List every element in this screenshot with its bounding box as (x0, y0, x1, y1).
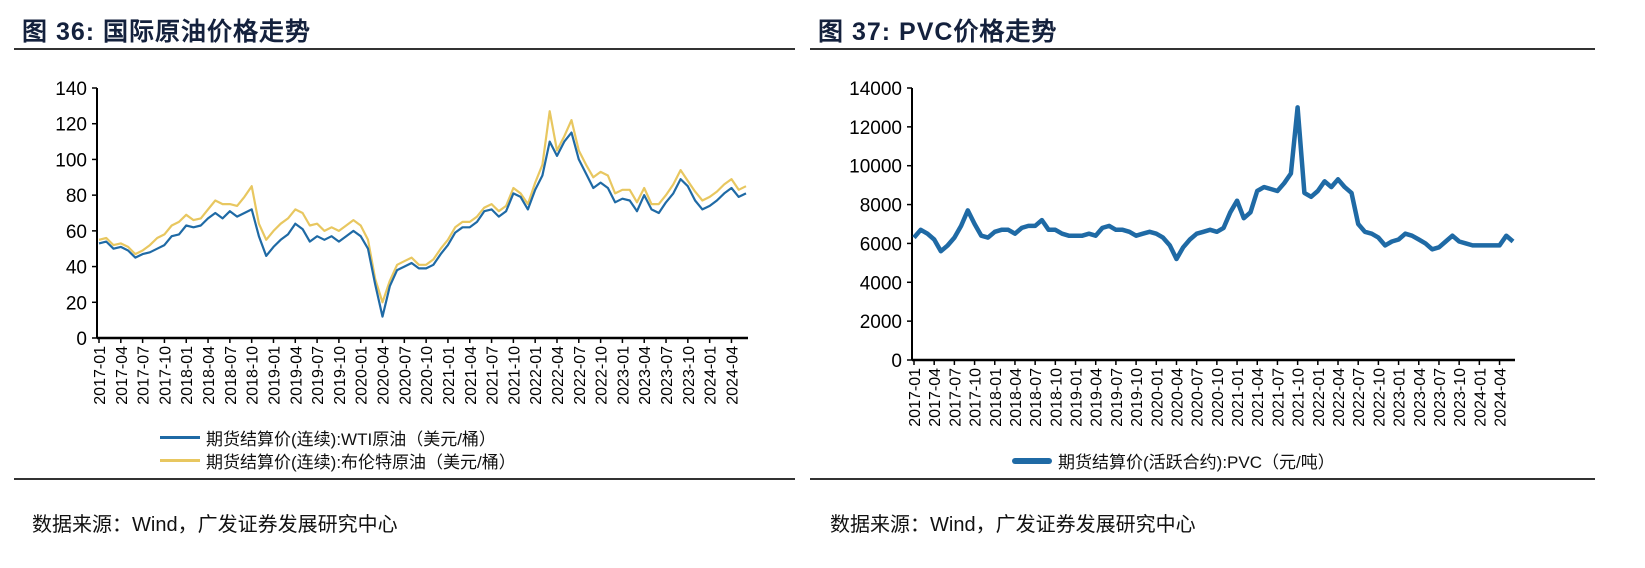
right-chart-title: 图 37: PVC价格走势 (818, 18, 1058, 46)
legend-item-wti: 期货结算价(连续):WTI原油（美元/桶） (160, 425, 496, 450)
x-tick-label: 2017-07 (136, 346, 153, 405)
x-tick-label: 2019-10 (1129, 368, 1146, 427)
legend-item-pvc: 期货结算价(活跃合约):PVC（元/吨） (1012, 448, 1335, 473)
x-tick-label: 2023-01 (1392, 368, 1409, 427)
y-tick-label: 12000 (849, 118, 902, 139)
left-title-divider (14, 48, 795, 50)
x-tick-label: 2018-01 (179, 346, 196, 405)
y-tick-label: 120 (55, 115, 87, 136)
x-tick-label: 2019-07 (1109, 368, 1126, 427)
x-tick-label: 2023-10 (681, 346, 698, 405)
x-tick-label: 2020-10 (1210, 368, 1227, 427)
x-tick-label: 2018-07 (223, 346, 240, 405)
x-tick-label: 2024-04 (1493, 368, 1510, 427)
x-tick-label: 2020-07 (397, 346, 414, 405)
x-tick-label: 2023-04 (637, 346, 654, 405)
x-tick-label: 2023-04 (1412, 368, 1429, 427)
x-tick-label: 2018-07 (1028, 368, 1045, 427)
y-tick-label: 14000 (849, 79, 902, 100)
y-tick-label: 2000 (860, 312, 902, 333)
x-tick-label: 2021-04 (1250, 368, 1267, 427)
y-tick-label: 8000 (860, 196, 902, 217)
x-tick-label: 2020-01 (354, 346, 371, 405)
x-tick-label: 2021-01 (441, 346, 458, 405)
x-tick-label: 2019-10 (332, 346, 349, 405)
y-tick-label: 140 (55, 79, 87, 100)
legend-label-wti: 期货结算价(连续):WTI原油（美元/桶） (206, 430, 496, 449)
x-tick-label: 2020-10 (419, 346, 436, 405)
x-tick-label: 2022-07 (572, 346, 589, 405)
left-footer-divider (14, 478, 795, 480)
x-tick-label: 2019-04 (288, 346, 305, 405)
x-tick-label: 2021-04 (463, 346, 480, 405)
x-tick-label: 2017-01 (907, 368, 924, 427)
x-tick-label: 2017-10 (968, 368, 985, 427)
x-tick-label: 2020-04 (1169, 368, 1186, 427)
x-tick-label: 2022-07 (1351, 368, 1368, 427)
x-tick-label: 2024-04 (724, 346, 741, 405)
x-tick-label: 2019-01 (266, 346, 283, 405)
x-tick-label: 2022-04 (1331, 368, 1348, 427)
x-tick-label: 2018-04 (1008, 368, 1025, 427)
x-tick-label: 2022-10 (594, 346, 611, 405)
right-source-note: 数据来源：Wind，广发证券发展研究中心 (830, 514, 1196, 536)
x-tick-label: 2021-01 (1230, 368, 1247, 427)
x-tick-label: 2019-04 (1089, 368, 1106, 427)
y-tick-label: 40 (66, 258, 87, 279)
legend-swatch-brent (160, 459, 200, 462)
y-tick-label: 6000 (860, 234, 902, 255)
legend-item-brent: 期货结算价(连续):布伦特原油（美元/桶） (160, 448, 516, 473)
y-tick-label: 0 (76, 329, 87, 350)
x-tick-label: 2022-01 (528, 346, 545, 405)
x-tick-label: 2018-01 (988, 368, 1005, 427)
y-tick-label: 0 (891, 351, 902, 372)
y-tick-label: 10000 (849, 157, 902, 178)
x-tick-label: 2020-01 (1149, 368, 1166, 427)
x-tick-label: 2024-01 (1472, 368, 1489, 427)
x-tick-label: 2021-10 (506, 346, 523, 405)
series-line-0 (912, 105, 1515, 262)
right-title-divider (810, 48, 1595, 50)
x-tick-label: 2021-10 (1291, 368, 1308, 427)
x-tick-label: 2020-07 (1190, 368, 1207, 427)
x-tick-label: 2022-04 (550, 346, 567, 405)
x-tick-label: 2023-10 (1452, 368, 1469, 427)
y-tick-label: 60 (66, 222, 87, 243)
x-tick-label: 2017-01 (92, 346, 109, 405)
x-tick-label: 2018-04 (201, 346, 218, 405)
x-tick-label: 2019-07 (310, 346, 327, 405)
x-tick-label: 2023-01 (615, 346, 632, 405)
x-tick-label: 2017-07 (947, 368, 964, 427)
x-tick-label: 2018-10 (1048, 368, 1065, 427)
right-footer-divider (810, 478, 1595, 480)
x-tick-label: 2022-01 (1311, 368, 1328, 427)
legend-swatch-wti (160, 436, 200, 439)
y-tick-label: 20 (66, 293, 87, 314)
x-tick-label: 2023-07 (1432, 368, 1449, 427)
y-tick-label: 80 (66, 186, 87, 207)
x-tick-label: 2017-04 (927, 368, 944, 427)
legend-swatch-pvc (1012, 457, 1052, 464)
x-tick-label: 2021-07 (485, 346, 502, 405)
y-tick-label: 4000 (860, 273, 902, 294)
x-tick-label: 2017-04 (114, 346, 131, 405)
series-line-0 (98, 131, 747, 318)
x-tick-label: 2019-01 (1069, 368, 1086, 427)
x-tick-label: 2024-01 (703, 346, 720, 405)
left-chart-title: 图 36: 国际原油价格走势 (22, 18, 312, 46)
y-tick-label: 100 (55, 150, 87, 171)
x-tick-label: 2022-10 (1371, 368, 1388, 427)
legend-label-brent: 期货结算价(连续):布伦特原油（美元/桶） (206, 453, 516, 472)
series-line-1 (98, 110, 747, 304)
x-tick-label: 2023-07 (659, 346, 676, 405)
left-source-note: 数据来源：Wind，广发证券发展研究中心 (32, 514, 398, 536)
legend-label-pvc: 期货结算价(活跃合约):PVC（元/吨） (1058, 453, 1335, 472)
x-tick-label: 2018-10 (245, 346, 262, 405)
x-tick-label: 2021-07 (1270, 368, 1287, 427)
x-tick-label: 2017-10 (157, 346, 174, 405)
x-tick-label: 2020-04 (376, 346, 393, 405)
